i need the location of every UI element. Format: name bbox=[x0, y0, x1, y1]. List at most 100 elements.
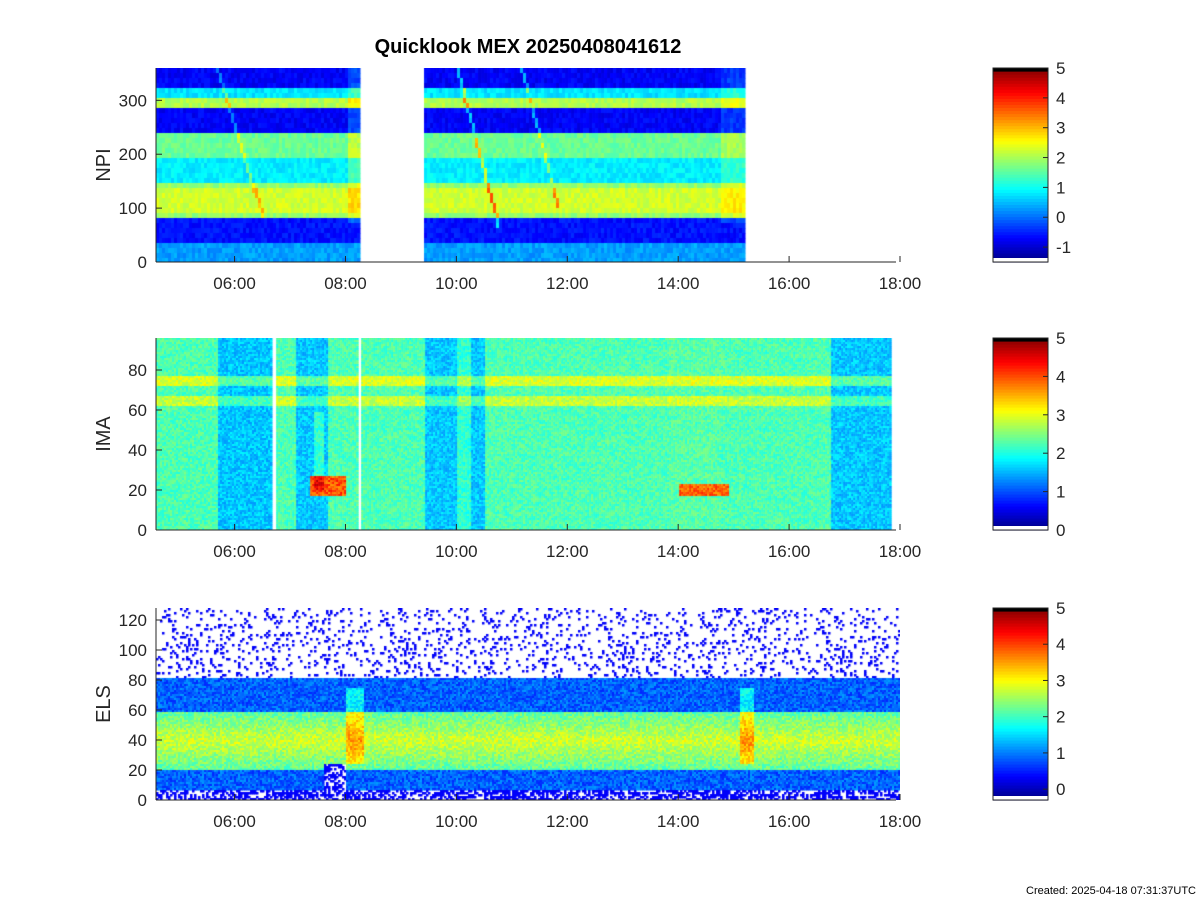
colorbar-step bbox=[993, 149, 1048, 154]
colorbar-step bbox=[993, 764, 1048, 768]
colorbar-step bbox=[993, 338, 1048, 342]
colorbar-step bbox=[993, 189, 1048, 193]
colorbar-step bbox=[993, 518, 1048, 522]
x-tick-label: 12:00 bbox=[546, 274, 589, 293]
colorbar-step bbox=[993, 776, 1048, 780]
colorbar-step bbox=[993, 503, 1048, 507]
colorbar-step bbox=[993, 611, 1048, 615]
colorbar-step bbox=[993, 737, 1048, 741]
figure-title: Quicklook MEX 20250408041612 bbox=[374, 36, 682, 58]
colorbar-step bbox=[993, 122, 1048, 127]
colorbar-step bbox=[993, 779, 1048, 783]
y-tick-label: 80 bbox=[128, 361, 147, 380]
colorbar-step bbox=[993, 107, 1048, 112]
colorbar-step bbox=[993, 347, 1048, 351]
colorbar-step bbox=[993, 140, 1048, 145]
y-tick-label: 0 bbox=[138, 253, 147, 272]
colorbar-step bbox=[993, 249, 1048, 254]
colorbar-step bbox=[993, 125, 1048, 130]
colorbar-step bbox=[993, 773, 1048, 777]
x-tick-label: 18:00 bbox=[879, 542, 922, 561]
x-tick-label: 14:00 bbox=[657, 812, 700, 831]
colorbar-frame bbox=[992, 67, 1049, 263]
colorbar-step bbox=[993, 788, 1048, 792]
created-timestamp: Created: 2025-04-18 07:31:37UTC bbox=[1026, 885, 1196, 897]
colorbar-step bbox=[993, 722, 1048, 726]
heatmap-ima bbox=[156, 338, 900, 530]
colorbar-step bbox=[993, 231, 1048, 236]
panel-npi: 06:00 08:00 10:00 12:00 14:00 16:00 18:00 0 100 2… bbox=[93, 68, 921, 293]
colorbar-step bbox=[993, 731, 1048, 735]
x-tick-label: 16:00 bbox=[768, 542, 811, 561]
colorbar-under bbox=[993, 526, 1048, 530]
colorbar-step bbox=[993, 665, 1048, 669]
x-tick-label: 12:00 bbox=[546, 542, 589, 561]
colorbar-step bbox=[993, 500, 1048, 504]
y-tick-label: 0 bbox=[138, 521, 147, 540]
colorbar-tick-label: 3 bbox=[1056, 406, 1065, 425]
colorbar-step bbox=[993, 404, 1048, 408]
colorbar-step bbox=[993, 216, 1048, 221]
colorbar-step bbox=[993, 740, 1048, 744]
x-tick-label: 08:00 bbox=[324, 274, 367, 293]
colorbar-step bbox=[993, 428, 1048, 432]
colorbar-step bbox=[993, 204, 1048, 209]
colorbar-step bbox=[993, 422, 1048, 426]
colorbar-npi: -1 0 1 2 3 4 5 bbox=[992, 59, 1071, 263]
colorbar-step bbox=[993, 171, 1048, 175]
colorbar-step bbox=[993, 237, 1048, 242]
colorbar-step bbox=[993, 255, 1048, 260]
colorbar-step bbox=[993, 362, 1048, 366]
colorbar-step bbox=[993, 155, 1048, 160]
colorbar-step bbox=[993, 704, 1048, 708]
colorbar-step bbox=[993, 86, 1048, 90]
colorbar-step bbox=[993, 371, 1048, 375]
colorbar-step bbox=[993, 482, 1048, 486]
colorbar-step bbox=[993, 240, 1048, 245]
colorbar-step bbox=[993, 225, 1048, 230]
colorbar-step bbox=[993, 192, 1048, 196]
colorbar-step bbox=[993, 470, 1048, 474]
colorbar-step bbox=[993, 785, 1048, 789]
colorbar-step bbox=[993, 431, 1048, 435]
colorbar-step bbox=[993, 455, 1048, 459]
colorbar-step bbox=[993, 494, 1048, 498]
x-tick-label: 14:00 bbox=[657, 274, 700, 293]
colorbar-step bbox=[993, 671, 1048, 675]
colorbar-step bbox=[993, 725, 1048, 729]
colorbar-tick-label: 0 bbox=[1056, 521, 1065, 540]
colorbar-step bbox=[993, 443, 1048, 447]
colorbar-step bbox=[993, 512, 1048, 516]
x-tick-label: 16:00 bbox=[768, 274, 811, 293]
colorbar-step bbox=[993, 401, 1048, 405]
colorbar-step bbox=[993, 395, 1048, 399]
colorbar-step bbox=[993, 464, 1048, 468]
colorbar-tick-label: 2 bbox=[1056, 708, 1065, 727]
colorbar-step bbox=[993, 632, 1048, 636]
colorbar-tick-label: -1 bbox=[1056, 238, 1071, 257]
colorbar-step bbox=[993, 383, 1048, 387]
colorbar-step bbox=[993, 356, 1048, 360]
colorbar-tick-label: 3 bbox=[1056, 671, 1065, 690]
colorbar-step bbox=[993, 222, 1048, 227]
colorbar-step bbox=[993, 243, 1048, 248]
y-tick-label: 20 bbox=[128, 481, 147, 500]
colorbar-step bbox=[993, 398, 1048, 402]
colorbar-step bbox=[993, 389, 1048, 393]
colorbar-step bbox=[993, 143, 1048, 148]
colorbar-tick-label: 4 bbox=[1056, 367, 1065, 386]
colorbar-step bbox=[993, 359, 1048, 363]
y-tick-label: 40 bbox=[128, 441, 147, 460]
colorbar-step bbox=[993, 710, 1048, 714]
colorbar-step bbox=[993, 168, 1048, 172]
colorbar-step bbox=[993, 707, 1048, 711]
heatmap-els bbox=[156, 608, 900, 800]
y-axis-label: NPI bbox=[93, 148, 115, 181]
colorbar-step bbox=[993, 74, 1048, 78]
colorbar-step bbox=[993, 608, 1048, 612]
colorbar-step bbox=[993, 213, 1048, 218]
colorbar-step bbox=[993, 116, 1048, 121]
colorbar-step bbox=[993, 95, 1048, 99]
colorbar-step bbox=[993, 716, 1048, 720]
